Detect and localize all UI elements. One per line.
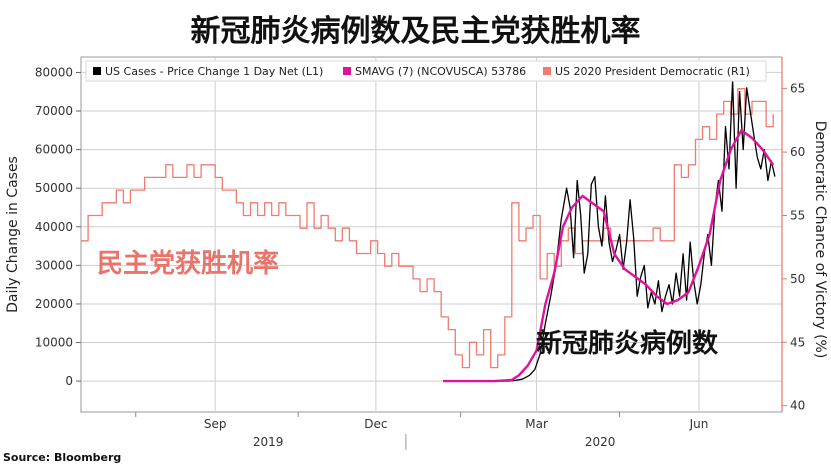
- x-axis-month-ticks: Sep Dec Mar Jun: [135, 412, 709, 431]
- legend-label: SMAVG (7) (NCOVUSCA) 53786: [355, 65, 526, 78]
- x-axis-year-labels: 2019 2020: [253, 434, 616, 450]
- right-tick-label: 55: [790, 208, 805, 222]
- left-tick-label: 60000: [35, 143, 73, 157]
- left-tick-label: 80000: [35, 65, 73, 79]
- annotation-covid-cases: 新冠肺炎病例数: [536, 328, 719, 359]
- legend: US Cases - Price Change 1 Day Net (L1) SM…: [85, 60, 767, 82]
- series-line-smavg: [443, 129, 775, 383]
- chart-title: 新冠肺炎病例数及民主党获胜机率: [190, 14, 641, 49]
- left-tick-label: 30000: [35, 258, 73, 272]
- legend-box: [85, 60, 767, 82]
- year-label: 2019: [253, 435, 284, 449]
- legend-swatch: [543, 67, 551, 75]
- right-tick-label: 40: [790, 399, 805, 413]
- source-label: Source: Bloomberg: [3, 451, 122, 464]
- left-tick-label: 50000: [35, 181, 73, 195]
- month-tick-label: Sep: [204, 417, 227, 431]
- legend-swatch: [93, 67, 101, 75]
- month-tick-label: Mar: [525, 417, 548, 431]
- left-axis-ticks: 0 10000 20000 30000 40000 50000 60000 70000 8000…: [35, 65, 81, 388]
- year-label: 2020: [585, 435, 616, 449]
- left-tick-label: 0: [65, 374, 73, 388]
- annotation-democratic-chance: 民主党获胜机率: [97, 248, 279, 279]
- left-tick-label: 20000: [35, 297, 73, 311]
- right-tick-label: 60: [790, 145, 805, 159]
- right-tick-label: 45: [790, 335, 805, 349]
- legend-label: US 2020 President Democratic (R1): [555, 65, 750, 78]
- right-axis-title: Democratic Chance of Victory (%): [812, 121, 828, 359]
- left-tick-label: 70000: [35, 104, 73, 118]
- right-axis-ticks: 40 45 50 55 60 65: [781, 57, 805, 413]
- month-tick-label: Dec: [364, 417, 387, 431]
- left-axis-title: Daily Change in Cases: [5, 156, 21, 313]
- legend-swatch: [343, 67, 351, 75]
- legend-label: US Cases - Price Change 1 Day Net (L1): [105, 65, 323, 78]
- right-tick-label: 50: [790, 272, 805, 286]
- series-layer: [81, 79, 776, 383]
- series-line-democratic: [81, 88, 774, 369]
- left-tick-label: 10000: [35, 336, 73, 350]
- month-tick-label: Jun: [689, 417, 709, 431]
- left-tick-label: 40000: [35, 220, 73, 234]
- right-tick-label: 65: [790, 82, 805, 96]
